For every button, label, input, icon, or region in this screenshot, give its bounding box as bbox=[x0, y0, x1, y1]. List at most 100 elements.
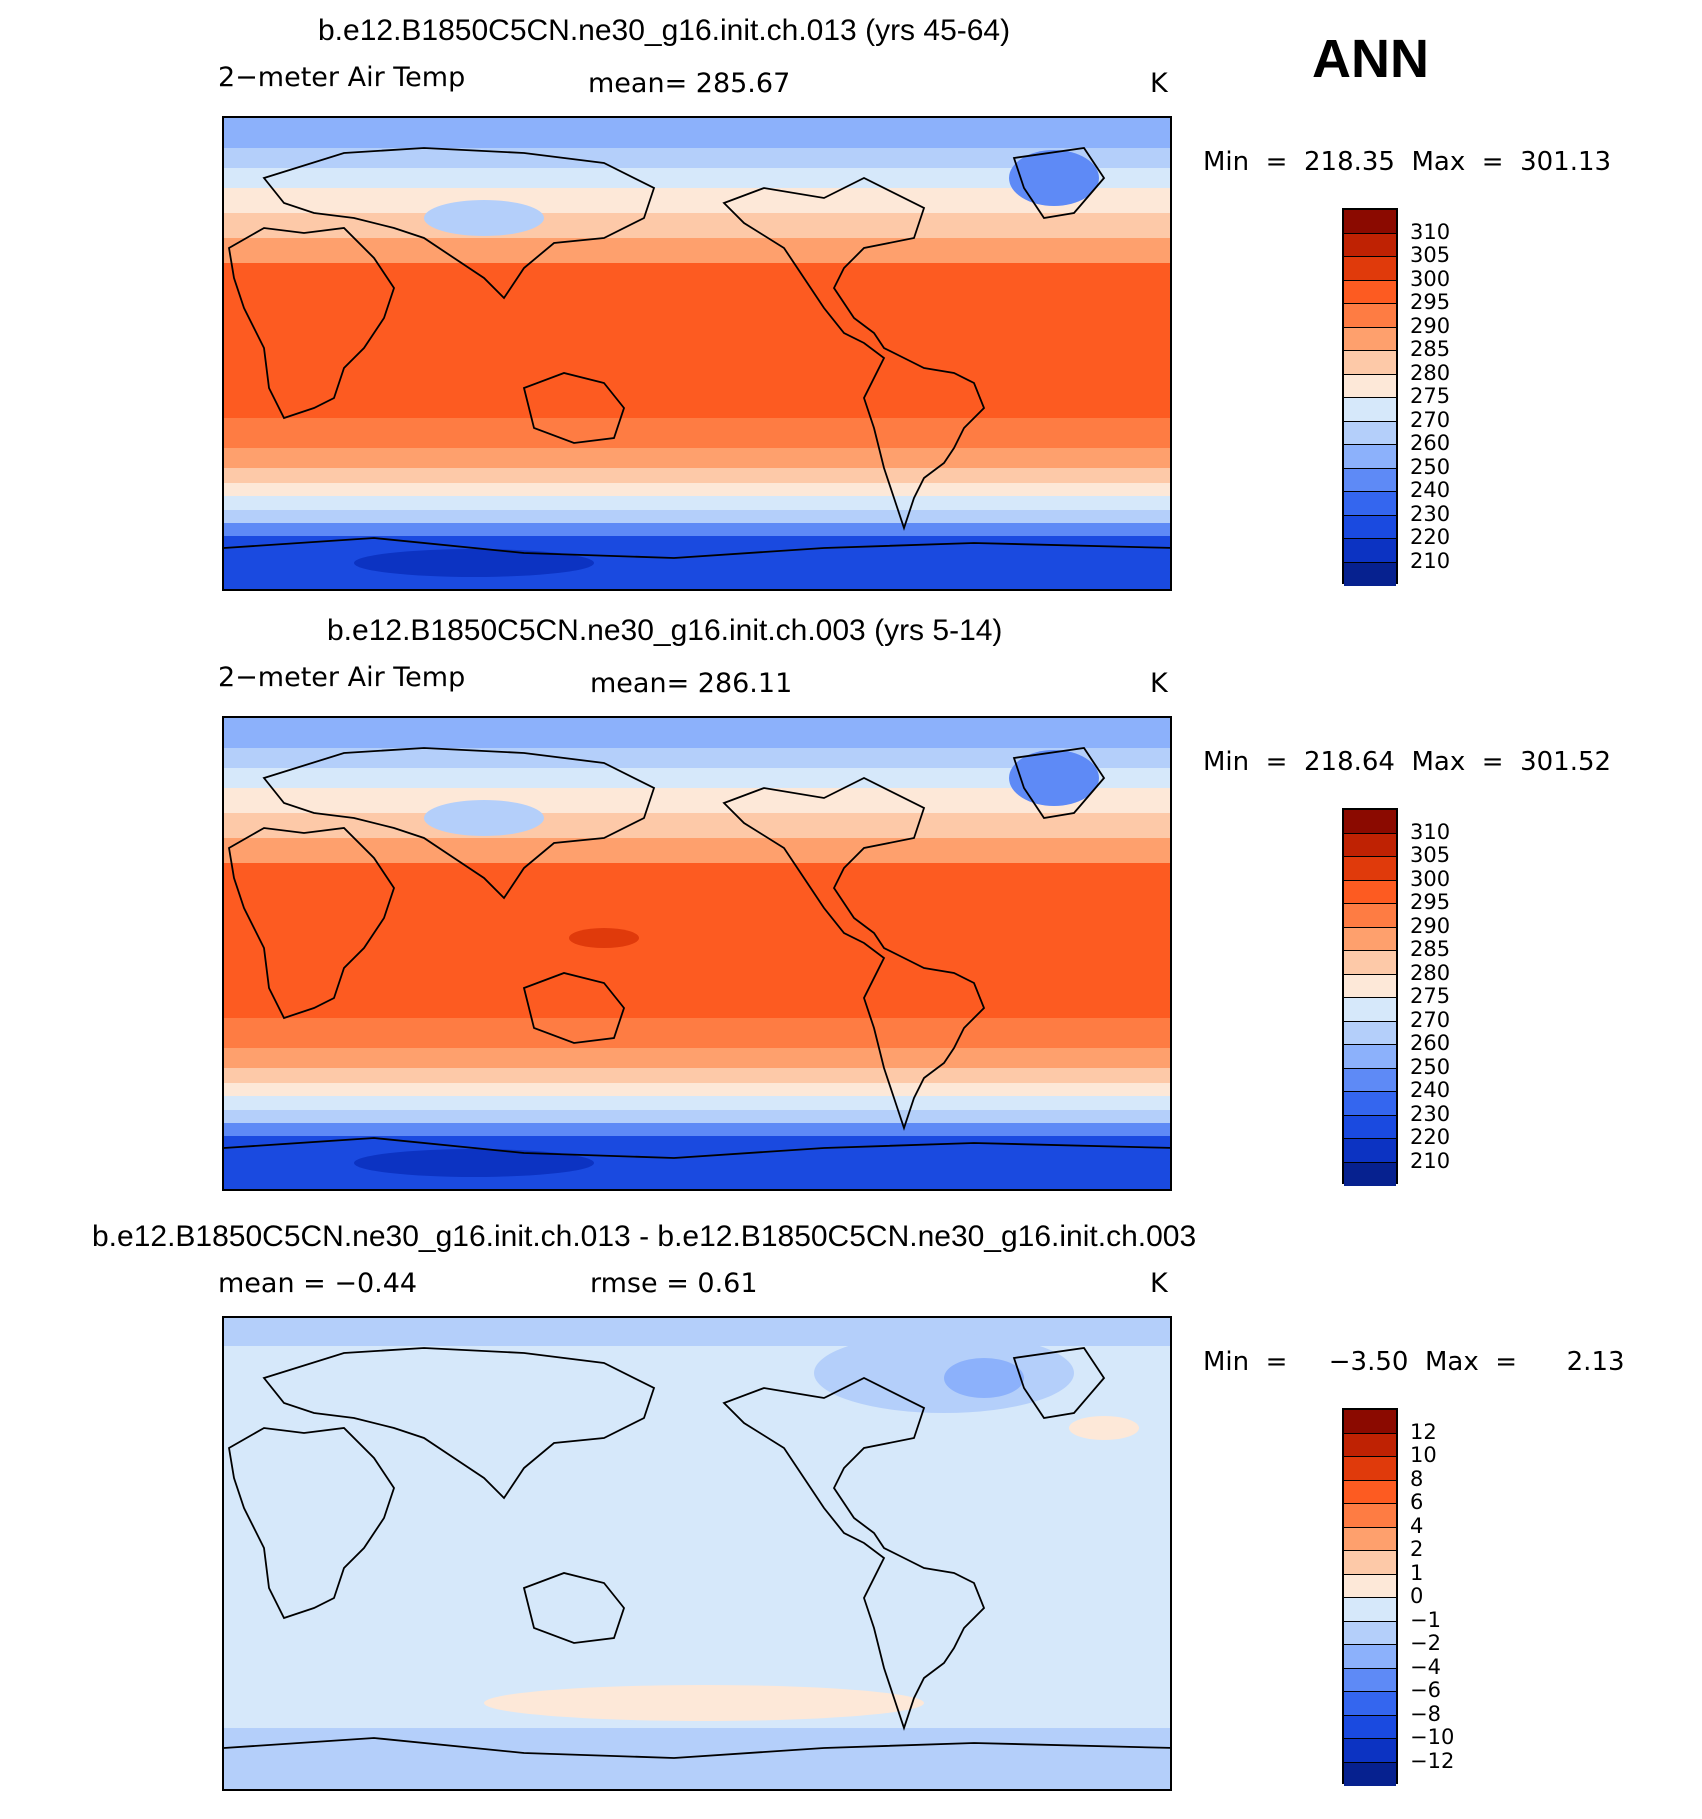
colorbar-tick-label: 270 bbox=[1410, 407, 1451, 432]
colorbar-tick-label: 6 bbox=[1410, 1490, 1424, 1514]
panel-3-rmse: rmse = 0.61 bbox=[590, 1268, 758, 1299]
colorbar-tick-label: 300 bbox=[1410, 866, 1451, 891]
colorbar-segment bbox=[1344, 562, 1396, 586]
colorbar-tick-label: 295 bbox=[1410, 890, 1451, 914]
colorbar-tick-label: 1 bbox=[1410, 1560, 1424, 1585]
panel-2-units: K bbox=[1150, 668, 1168, 699]
colorbar-tick-label: 280 bbox=[1410, 960, 1451, 985]
colorbar-tick-label: 220 bbox=[1410, 1125, 1451, 1149]
colorbar-segment bbox=[1344, 1504, 1396, 1528]
season-label: ANN bbox=[1312, 29, 1429, 89]
panel-3-units: K bbox=[1150, 1268, 1168, 1299]
colorbar-tick-label: 285 bbox=[1410, 337, 1451, 361]
panel-2-variable: 2−meter Air Temp bbox=[218, 662, 466, 693]
colorbar-segment bbox=[1344, 951, 1396, 975]
panel-2-minmax: Min = 218.64 Max = 301.52 bbox=[1203, 747, 1612, 777]
colorbar-segment bbox=[1344, 810, 1396, 834]
colorbar-segment bbox=[1344, 1045, 1396, 1069]
colorbar-segment bbox=[1344, 1739, 1396, 1763]
colorbar-tick-label: 305 bbox=[1410, 243, 1451, 267]
colorbar-segment bbox=[1344, 304, 1396, 328]
panel-2-colorbar bbox=[1342, 808, 1398, 1186]
colorbar-segment bbox=[1344, 1551, 1396, 1575]
colorbar-tick-label: 2 bbox=[1410, 1537, 1424, 1561]
colorbar-tick-label: −8 bbox=[1410, 1701, 1441, 1726]
colorbar-segment bbox=[1344, 1668, 1396, 1692]
colorbar-tick-label: 295 bbox=[1410, 290, 1451, 314]
panel-3-colorbar bbox=[1342, 1408, 1398, 1786]
panel-1-minmax: Min = 218.35 Max = 301.13 bbox=[1203, 147, 1612, 177]
colorbar-segment bbox=[1344, 374, 1396, 398]
colorbar-tick-label: 240 bbox=[1410, 478, 1451, 502]
panel-1-mean: mean= 285.67 bbox=[588, 68, 791, 99]
coastline bbox=[522, 972, 626, 1044]
panel-2-title: b.e12.B1850C5CN.ne30_g16.init.ch.003 (yr… bbox=[327, 614, 1003, 647]
colorbar-tick-label: −2 bbox=[1410, 1631, 1441, 1655]
colorbar-segment bbox=[1344, 1480, 1396, 1504]
colorbar-segment bbox=[1344, 1692, 1396, 1716]
colorbar-segment bbox=[1344, 351, 1396, 375]
coastline bbox=[228, 227, 395, 420]
colorbar-segment bbox=[1344, 1162, 1396, 1186]
colorbar-segment bbox=[1344, 233, 1396, 257]
colorbar-tick-label: 250 bbox=[1410, 1054, 1451, 1079]
panel-3-mean: mean = −0.44 bbox=[218, 1268, 418, 1299]
colorbar-tick-label: 210 bbox=[1410, 548, 1451, 573]
colorbar-tick-label: −4 bbox=[1410, 1654, 1441, 1679]
colorbar-tick-label: 310 bbox=[1410, 819, 1451, 844]
colorbar-segment bbox=[1344, 515, 1396, 539]
colorbar-segment bbox=[1344, 1410, 1396, 1434]
colorbar-segment bbox=[1344, 280, 1396, 304]
coastline bbox=[228, 827, 395, 1020]
colorbar-tick-label: 260 bbox=[1410, 431, 1451, 455]
colorbar-segment bbox=[1344, 1139, 1396, 1163]
colorbar-tick-label: 12 bbox=[1410, 1419, 1437, 1444]
coastline bbox=[1012, 747, 1106, 819]
colorbar-segment bbox=[1344, 1068, 1396, 1092]
colorbar-segment bbox=[1344, 398, 1396, 422]
coastline bbox=[522, 372, 626, 444]
coastline bbox=[722, 176, 986, 531]
coastline bbox=[1012, 1347, 1106, 1419]
colorbar-segment bbox=[1344, 1433, 1396, 1457]
coastline bbox=[224, 1737, 1170, 1759]
colorbar-segment bbox=[1344, 927, 1396, 951]
colorbar-segment bbox=[1344, 904, 1396, 928]
panel-3-title: b.e12.B1850C5CN.ne30_g16.init.ch.013 - b… bbox=[92, 1220, 1197, 1253]
colorbar-tick-label: −6 bbox=[1410, 1678, 1441, 1702]
panel-1-units: K bbox=[1150, 68, 1168, 99]
coastline bbox=[522, 1572, 626, 1644]
colorbar-segment bbox=[1344, 857, 1396, 881]
colorbar-tick-label: 230 bbox=[1410, 1101, 1451, 1126]
colorbar-segment bbox=[1344, 1115, 1396, 1139]
colorbar-tick-label: 305 bbox=[1410, 843, 1451, 867]
colorbar-tick-label: −1 bbox=[1410, 1607, 1441, 1632]
panel-1-map bbox=[222, 116, 1172, 591]
coastline bbox=[1012, 147, 1106, 219]
colorbar-tick-label: −12 bbox=[1410, 1748, 1455, 1773]
colorbar-tick-label: 250 bbox=[1410, 454, 1451, 479]
coastline bbox=[262, 147, 656, 300]
coastline bbox=[224, 1137, 1170, 1159]
colorbar-segment bbox=[1344, 1715, 1396, 1739]
colorbar-tick-label: 280 bbox=[1410, 360, 1451, 385]
panel-3-map bbox=[222, 1316, 1172, 1791]
colorbar-segment bbox=[1344, 257, 1396, 281]
panel-2-mean: mean= 286.11 bbox=[590, 668, 793, 699]
colorbar-segment bbox=[1344, 492, 1396, 516]
coastline bbox=[262, 1347, 656, 1500]
colorbar-tick-label: 260 bbox=[1410, 1031, 1451, 1055]
colorbar-tick-label: 240 bbox=[1410, 1078, 1451, 1102]
colorbar-tick-label: 290 bbox=[1410, 313, 1451, 338]
colorbar-tick-label: 285 bbox=[1410, 937, 1451, 961]
coastline bbox=[228, 1427, 395, 1620]
colorbar-tick-label: 4 bbox=[1410, 1513, 1424, 1538]
colorbar-tick-label: 310 bbox=[1410, 219, 1451, 244]
colorbar-tick-label: 10 bbox=[1410, 1443, 1437, 1467]
panel-1-variable: 2−meter Air Temp bbox=[218, 62, 466, 93]
colorbar-tick-label: 220 bbox=[1410, 525, 1451, 549]
colorbar-segment bbox=[1344, 445, 1396, 469]
colorbar-segment bbox=[1344, 974, 1396, 998]
colorbar-segment bbox=[1344, 539, 1396, 563]
colorbar-tick-label: 275 bbox=[1410, 384, 1451, 408]
